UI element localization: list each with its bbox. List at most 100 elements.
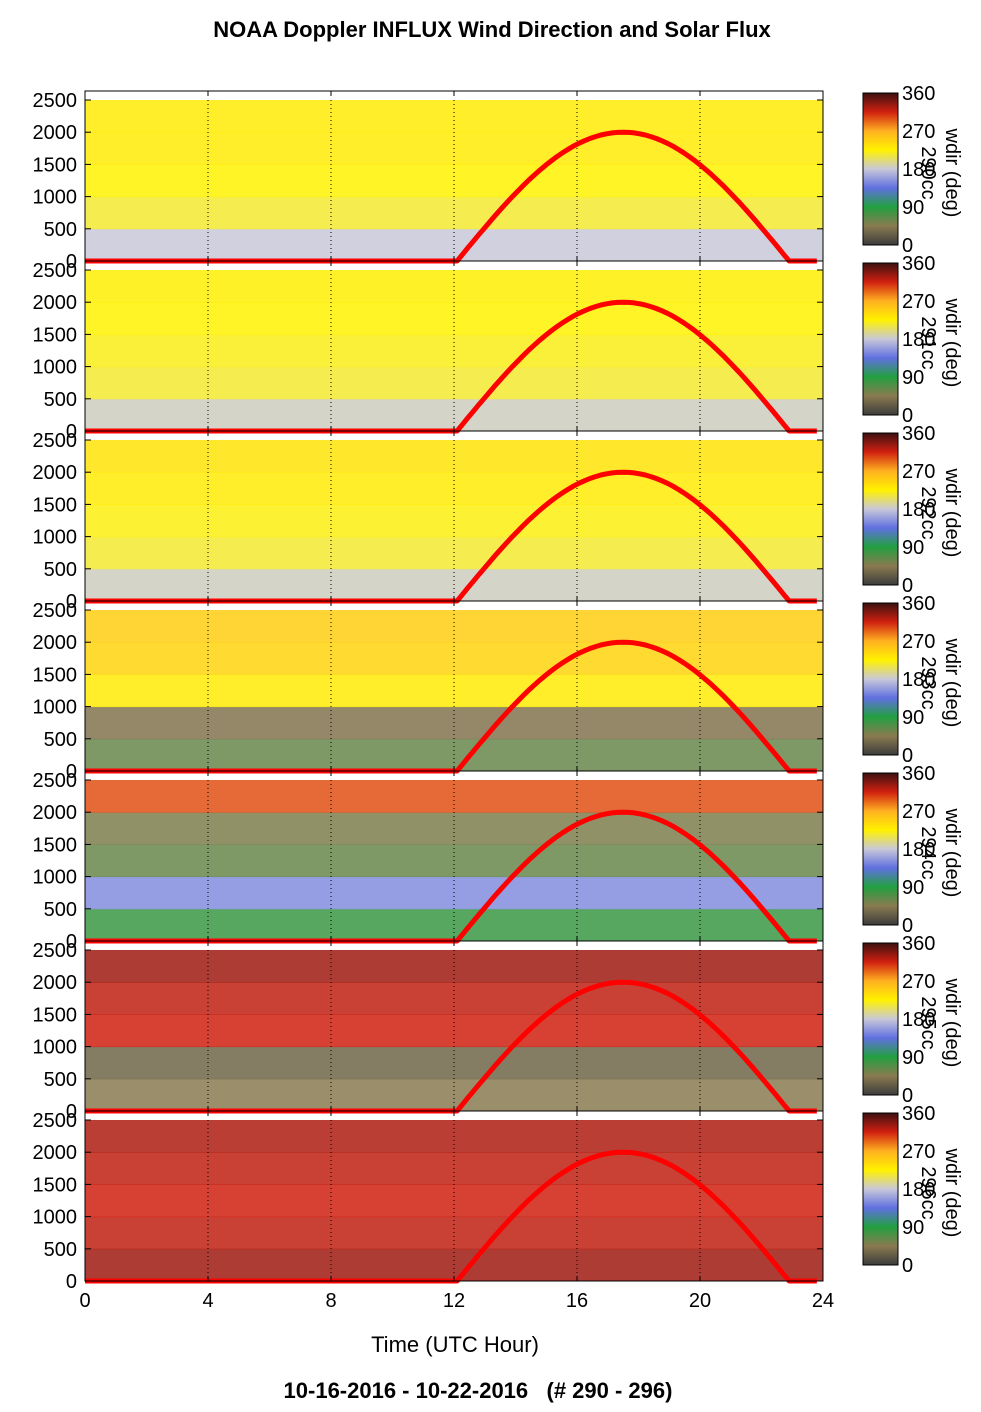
colorbar-label: wdir (deg): [941, 1148, 963, 1238]
y-tick-label: 1500: [33, 664, 78, 686]
panel-day-label: 292cc: [917, 486, 939, 539]
x-tick-label: 0: [79, 1290, 90, 1312]
y-tick-label: 2500: [33, 600, 78, 622]
y-tick-label: 0: [66, 761, 77, 783]
y-tick-label: 1000: [33, 527, 78, 549]
y-tick-label: 0: [66, 421, 77, 443]
y-tick-label: 2500: [33, 260, 78, 282]
colorbar-label: wdir (deg): [941, 638, 963, 728]
y-tick-label: 500: [44, 1239, 77, 1261]
y-tick-label: 2000: [33, 972, 78, 994]
colorbar-tick-label: 360: [902, 253, 935, 275]
colorbar-tick-label: 270: [902, 121, 935, 143]
y-tick-label: 1000: [33, 867, 78, 889]
solar-flux-curve: [85, 299, 817, 434]
colorbar-tick-label: 0: [902, 1255, 913, 1277]
panel-day-label: 290cc: [917, 146, 939, 199]
y-tick-label: 2500: [33, 940, 78, 962]
date-range-footer: 10-16-2016 - 10-22-2016 (# 290 - 296): [284, 1378, 673, 1403]
colorbar-tick-label: 270: [902, 971, 935, 993]
colorbar: [862, 92, 899, 246]
y-tick-label: 500: [44, 389, 77, 411]
colorbar-tick-label: 360: [902, 933, 935, 955]
y-tick-label: 1500: [33, 1004, 78, 1026]
colorbar-label: wdir (deg): [941, 468, 963, 558]
y-tick-label: 500: [44, 219, 77, 241]
y-tick-label: 500: [44, 1069, 77, 1091]
y-tick-label: 500: [44, 899, 77, 921]
y-tick-label: 1500: [33, 324, 78, 346]
panel-290: 0 500 1000 1500 2000 2500 0 90 180 270 360 wdir (de…: [33, 83, 964, 273]
colorbar-tick-label: 90: [902, 707, 924, 729]
y-tick-label: 0: [66, 1101, 77, 1123]
colorbar-tick-label: 270: [902, 1141, 935, 1163]
colorbar: [862, 942, 899, 1096]
solar-flux-curve: [85, 639, 817, 774]
colorbar-tick-label: 0: [902, 235, 913, 257]
colorbar-label: wdir (deg): [941, 298, 963, 388]
colorbar-tick-label: 90: [902, 537, 924, 559]
y-tick-label: 500: [44, 559, 77, 581]
colorbar-tick-label: 0: [902, 915, 913, 937]
colorbar-tick-label: 0: [902, 745, 913, 767]
y-tick-label: 2000: [33, 122, 78, 144]
colorbar-tick-label: 360: [902, 83, 935, 105]
colorbar: [862, 262, 899, 416]
y-tick-label: 1000: [33, 357, 78, 379]
colorbar-label: wdir (deg): [941, 808, 963, 898]
colorbar-tick-label: 0: [902, 575, 913, 597]
colorbar-tick-label: 0: [902, 405, 913, 427]
y-tick-label: 0: [66, 251, 77, 273]
y-tick-label: 2000: [33, 632, 78, 654]
y-tick-label: 1500: [33, 154, 78, 176]
colorbar-tick-label: 270: [902, 631, 935, 653]
y-tick-label: 0: [66, 931, 77, 953]
solar-flux-curve: [85, 1149, 817, 1284]
panel-day-label: 293cc: [917, 656, 939, 709]
y-tick-label: 1500: [33, 494, 78, 516]
y-tick-label: 1500: [33, 1174, 78, 1196]
panel-day-label: 291cc: [917, 316, 939, 369]
x-axis-label: Time (UTC Hour): [371, 1332, 539, 1357]
y-tick-label: 500: [44, 729, 77, 751]
y-tick-label: 2000: [33, 1142, 78, 1164]
colorbar-tick-label: 180: [902, 499, 935, 521]
colorbar-tick-label: 90: [902, 1217, 924, 1239]
y-tick-label: 2000: [33, 462, 78, 484]
y-tick-label: 1500: [33, 834, 78, 856]
solar-flux-curve: [85, 809, 817, 944]
colorbar-tick-label: 270: [902, 461, 935, 483]
y-tick-label: 0: [66, 591, 77, 613]
colorbar-label: wdir (deg): [941, 128, 963, 218]
solar-flux-curve: [85, 129, 817, 264]
y-tick-label: 1000: [33, 697, 78, 719]
colorbar-tick-label: 360: [902, 1103, 935, 1125]
colorbar-tick-label: 90: [902, 877, 924, 899]
y-tick-label: 1000: [33, 1207, 78, 1229]
colorbar-tick-label: 0: [902, 1085, 913, 1107]
colorbar: [862, 1112, 899, 1266]
solar-flux-curve: [85, 469, 817, 604]
colorbar-tick-label: 270: [902, 291, 935, 313]
x-tick-label: 20: [689, 1290, 711, 1312]
y-tick-label: 1000: [33, 187, 78, 209]
colorbar-tick-label: 180: [902, 669, 935, 691]
chart-title: NOAA Doppler INFLUX Wind Direction and S…: [213, 17, 771, 42]
colorbar-label: wdir (deg): [941, 978, 963, 1068]
y-tick-label: 2000: [33, 802, 78, 824]
x-tick-label: 8: [325, 1290, 336, 1312]
panel-day-label: 295cc: [917, 996, 939, 1049]
colorbar: [862, 772, 899, 926]
y-tick-label: 2000: [33, 292, 78, 314]
colorbar-tick-label: 360: [902, 763, 935, 785]
solar-flux-curve: [85, 979, 817, 1114]
y-tick-label: 0: [66, 1271, 77, 1293]
colorbar-tick-label: 270: [902, 801, 935, 823]
x-tick-label: 12: [443, 1290, 465, 1312]
